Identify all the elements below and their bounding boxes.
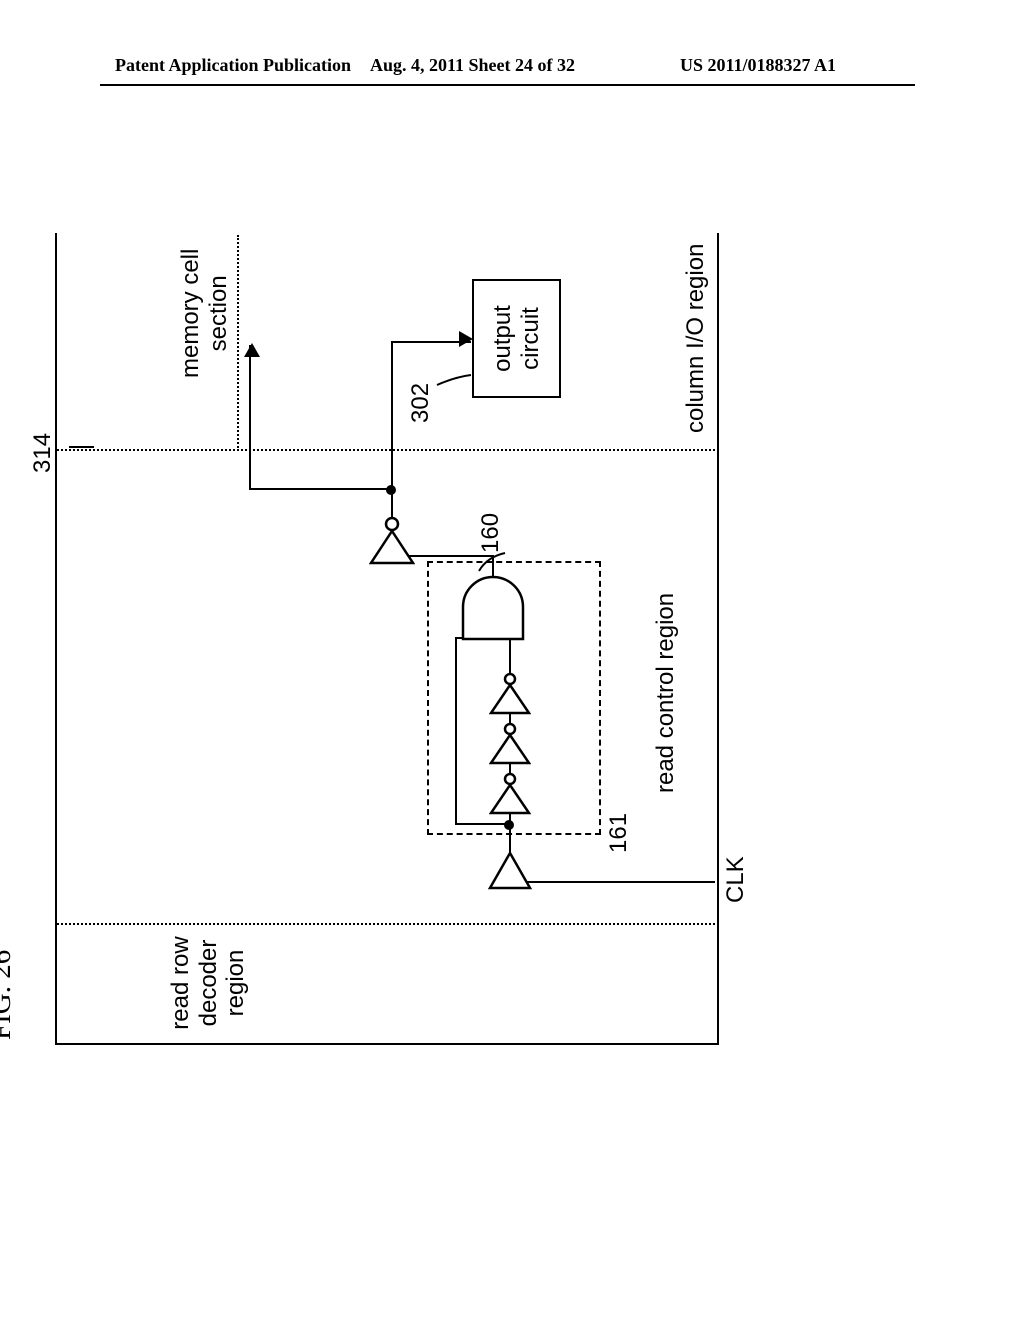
wire-split-up (455, 823, 509, 825)
label-column-io: column I/O region (682, 244, 710, 433)
wire-split-across (455, 639, 457, 825)
figure-area: FIG. 26 read row decoder region read con… (45, 225, 965, 1055)
pointer-302 (435, 367, 475, 387)
wire-to-output (391, 341, 471, 343)
divider-left (57, 923, 715, 925)
ref-314: 314 (29, 433, 57, 473)
header-right: US 2011/0188327 A1 (680, 55, 836, 76)
wire-right-branch (391, 342, 393, 490)
label-memory-cell-l1: memory cell (177, 249, 204, 378)
wire-inv3-and (509, 639, 511, 673)
wire-up-branch (249, 488, 391, 490)
label-read-row-decoder: read row decoder region (167, 918, 250, 1048)
label-memory-cell: memory cell section (177, 249, 232, 378)
header-rule (100, 84, 915, 86)
tick-314 (69, 446, 94, 448)
inverter-4 (369, 513, 415, 565)
inverter-3 (489, 669, 531, 715)
inverter-1 (489, 769, 531, 815)
output-circuit-box: output circuit (472, 279, 561, 398)
label-clk: CLK (722, 856, 750, 903)
label-read-row-l2: decoder region (195, 940, 250, 1027)
ref-161: 161 (605, 813, 633, 853)
wire-and-out (492, 557, 494, 577)
label-memory-cell-l2: section (205, 275, 232, 351)
divider-right (57, 449, 715, 451)
ref-302: 302 (407, 383, 435, 423)
label-read-control: read control region (652, 593, 680, 793)
diagram-frame: read row decoder region read control reg… (55, 233, 719, 1045)
output-circuit-l2: circuit (517, 307, 545, 370)
header-center: Aug. 4, 2011 Sheet 24 of 32 (370, 55, 575, 76)
figure-label: FIG. 26 (0, 950, 18, 1040)
wire-clk-in (527, 881, 715, 883)
buffer-1 (487, 849, 533, 891)
divider-horizontal (237, 235, 239, 451)
wire-to-memory (249, 345, 251, 490)
output-circuit-l1: output (489, 305, 517, 372)
and-gate (459, 569, 527, 641)
header-left: Patent Application Publication (115, 55, 351, 76)
wire-and-to-inv4 (402, 555, 494, 557)
label-read-row-l1: read row (167, 936, 194, 1029)
inverter-2 (489, 719, 531, 765)
